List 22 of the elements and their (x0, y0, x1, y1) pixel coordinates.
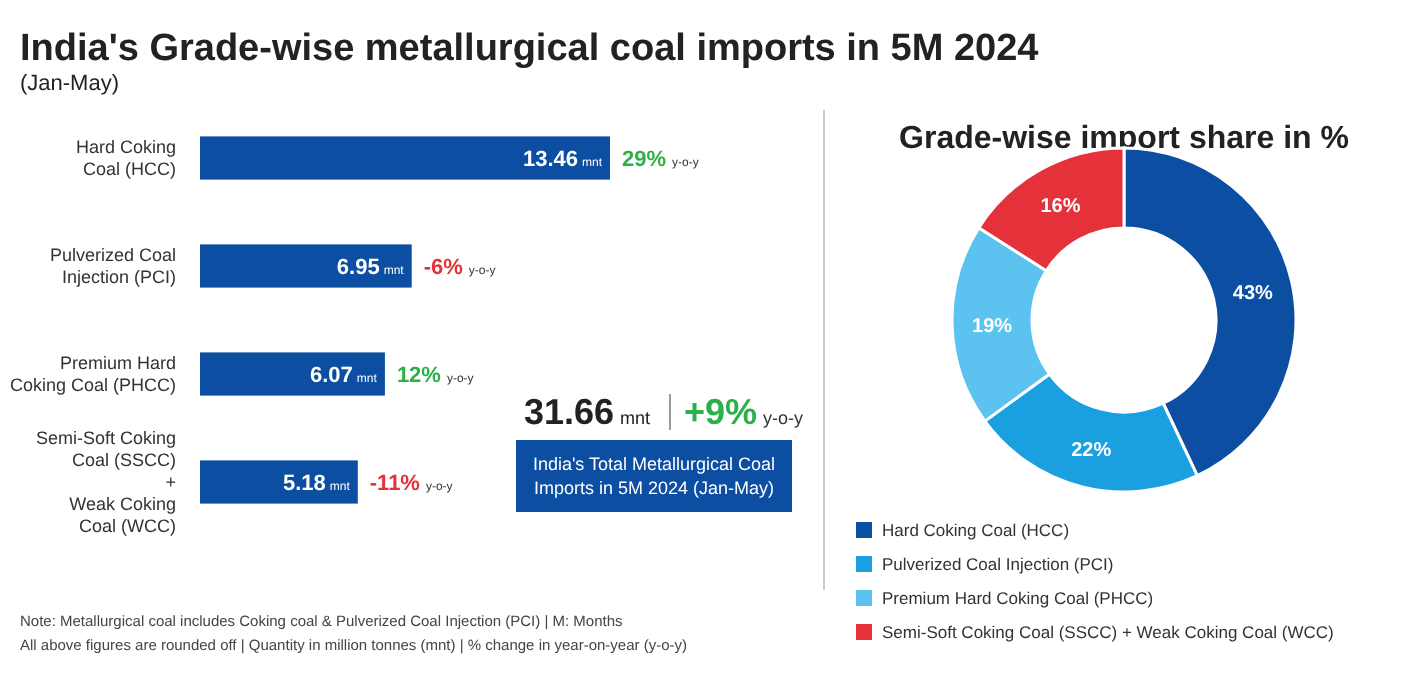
bar (200, 244, 412, 288)
legend-label: Premium Hard Coking Coal (PHCC) (882, 588, 1154, 608)
chart-title: Grade-wise import share in % (899, 122, 1349, 156)
y-tick-label: Pulverized Coal Injection (PCI) (49, 245, 176, 287)
data-label: 16% (1040, 196, 1081, 219)
text: +9% y-o-y (684, 392, 805, 432)
chart-title: India's Grade-wise metallurgical coal imports in 5M 2024 (20, 28, 1040, 70)
y-tick-label: Semi-Soft Coking Coal (SSCC) + Weak Coking Coal (WCC) (35, 428, 176, 536)
data-label: 43% (1232, 283, 1274, 306)
y-tick-label: Premium Hard Coking Coal (PHCC) (9, 353, 176, 395)
legend-label: Semi-Soft Coking Coal (SSCC) + Weak Coking Coal (WCC) (882, 622, 1335, 642)
y-tick-label: Hard Coking Coal (HCC) (75, 137, 176, 179)
data-label: 22% (1071, 439, 1112, 462)
bar (200, 136, 610, 180)
annotation: 31.66 mnt (524, 392, 652, 432)
bar (200, 352, 385, 396)
legend-label: Pulverized Coal Injection (PCI) (882, 554, 1114, 574)
legend-label: Hard Coking Coal (HCC) (882, 520, 1070, 540)
data-label: 19% (972, 316, 1013, 339)
annotation: India's Total Metallurgical Coal Imports in 5M 2024 (Jan-May) (532, 454, 776, 498)
bar (200, 460, 358, 504)
chart-subtitle: (Jan-May) (20, 72, 120, 96)
